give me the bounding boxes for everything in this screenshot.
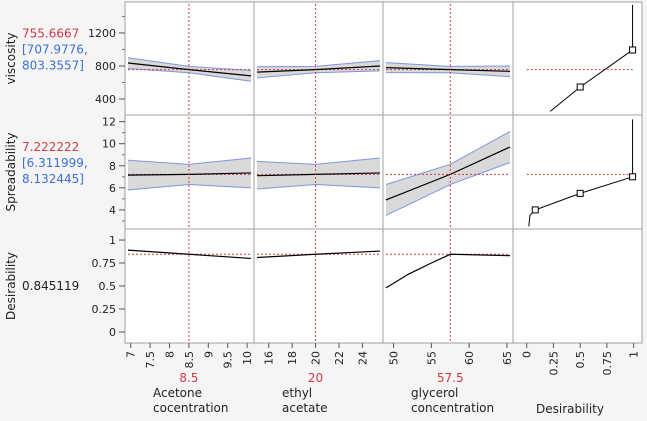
profile-panel xyxy=(253,1,384,116)
x-tick-label: 0 xyxy=(521,351,534,358)
desirability-function-curve xyxy=(549,4,634,112)
desirability-handle xyxy=(629,173,637,181)
y-tick-label: 10 xyxy=(102,138,116,151)
ci-upper: 8.132445] xyxy=(22,172,84,186)
ci-upper-curve xyxy=(385,131,511,186)
profile-panel xyxy=(512,228,643,344)
x-tick-label: 0.25 xyxy=(547,351,560,376)
ci-lower-curve xyxy=(385,161,511,216)
prediction-curve xyxy=(256,250,381,259)
x-tick-label: 22 xyxy=(333,351,346,365)
factor-label: concentration xyxy=(411,401,494,415)
ci-lower: [6.311999, xyxy=(22,156,88,170)
factor-label: cocentration xyxy=(153,401,229,415)
response-label: Desirability xyxy=(4,252,18,320)
ci-upper-curve xyxy=(256,157,381,165)
x-tick-label: 0.5 xyxy=(574,351,587,369)
x-tick-label: 16 xyxy=(263,351,276,365)
x-tick-label: 24 xyxy=(356,351,369,365)
response-label: viscosity xyxy=(4,32,18,84)
y-tick-label: 0.75 xyxy=(92,257,117,270)
y-tick-label: 6 xyxy=(109,182,116,195)
confidence-band xyxy=(386,131,510,216)
profile-panel xyxy=(124,228,255,344)
y-tick-label: 800 xyxy=(95,60,116,73)
ci-lower: [707.9776, xyxy=(22,43,88,57)
x-tick-label: 65 xyxy=(501,351,514,365)
x-tick-label: 20 xyxy=(310,351,323,365)
desirability-handle xyxy=(576,189,584,197)
factor-label: Acetone xyxy=(153,386,202,400)
ci-upper-curve xyxy=(127,157,252,165)
x-tick-label: 1 xyxy=(628,351,641,358)
desirability-axis-label: Desirability xyxy=(536,402,604,416)
x-tick-label: 50 xyxy=(388,351,401,365)
profile-panel xyxy=(253,228,384,344)
y-tick-label: 0.5 xyxy=(99,280,117,293)
factor-label: ethyl xyxy=(282,386,312,400)
x-tick-label: 8 xyxy=(164,351,177,358)
ci-upper-curve xyxy=(127,57,252,72)
x-tick-label: 18 xyxy=(286,351,299,365)
desirability-handle xyxy=(531,206,539,214)
y-tick-label: 8 xyxy=(109,160,116,173)
prediction-curve xyxy=(127,249,252,260)
desirability-function-curve xyxy=(528,119,634,227)
ci-upper-curve xyxy=(385,62,511,67)
x-tick-label: 7.5 xyxy=(144,351,157,369)
x-tick-label: 8.5 xyxy=(183,351,196,369)
prediction-value: 755.6667 xyxy=(22,27,79,41)
ci-upper: 803.3557] xyxy=(22,59,84,73)
profile-panel xyxy=(382,1,514,116)
ci-lower-curve xyxy=(256,184,381,190)
y-tick-label: 0 xyxy=(109,326,116,339)
desirability-handle xyxy=(629,46,637,54)
x-tick-label: 9 xyxy=(202,351,215,358)
factor-current-value: 8.5 xyxy=(179,371,198,385)
y-tick-label: 0.25 xyxy=(92,303,117,316)
x-tick-label: 0.75 xyxy=(601,351,614,376)
response-label: Spreadability xyxy=(4,132,18,211)
factor-label: acetate xyxy=(282,401,327,415)
profile-panel xyxy=(512,1,643,116)
x-tick-label: 55 xyxy=(425,351,438,365)
profile-panel xyxy=(124,1,255,116)
factor-current-value: 57.5 xyxy=(437,371,464,385)
prediction-value: 7.222222 xyxy=(22,140,79,154)
factor-label: glycerol xyxy=(411,386,458,400)
x-tick-label: 60 xyxy=(463,351,476,365)
y-tick-label: 1 xyxy=(109,234,116,247)
y-tick-label: 1200 xyxy=(88,27,116,40)
y-tick-label: 12 xyxy=(102,116,116,129)
profile-panel xyxy=(382,228,514,344)
factor-current-value: 20 xyxy=(308,371,323,385)
confidence-band xyxy=(257,158,380,189)
prediction-curve xyxy=(385,253,511,289)
ci-upper-curve xyxy=(256,60,381,68)
x-tick-label: 9.5 xyxy=(222,351,235,369)
prediction-value: 0.845119 xyxy=(22,279,79,293)
desirability-handle xyxy=(576,83,584,91)
x-tick-label: 7 xyxy=(125,351,138,358)
y-tick-label: 400 xyxy=(95,93,116,106)
x-tick-label: 10 xyxy=(241,351,254,365)
ci-lower-curve xyxy=(127,184,252,191)
y-tick-label: 4 xyxy=(109,204,116,217)
